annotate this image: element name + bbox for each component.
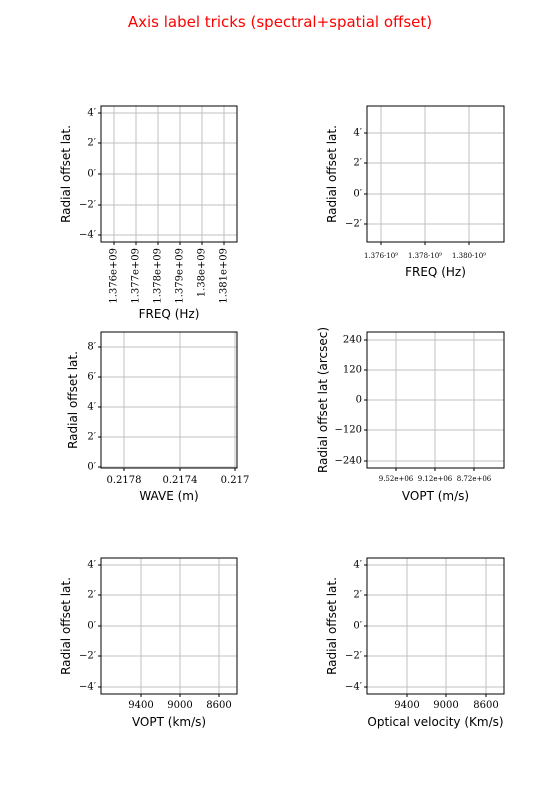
x-tick-label: 1.380·10⁹ <box>452 252 486 260</box>
y-tick-label: 240 <box>343 335 362 346</box>
chart-panel-6: 9400 9000 8600 4′ 2′ 0′ −2′ −4′ Optical velocity… <box>325 557 505 729</box>
y-axis-label: Radial offset lat. <box>66 351 80 449</box>
y-tick-label: 4′ <box>87 108 96 119</box>
x-tick-label: 8.72e+06 <box>457 475 492 483</box>
y-tick-label: −2′ <box>79 200 97 211</box>
y-tick-label: 0′ <box>87 169 96 180</box>
chart-panel-4: 9.52e+06 9.12e+06 8.72e+06 240 120 0 −120 −240 V… <box>316 327 505 503</box>
x-tick-label: 1.376e+09 <box>109 248 120 304</box>
y-tick-label: 0′ <box>87 621 96 632</box>
y-tick-label: 2′ <box>87 590 96 601</box>
chart-panel-3: 0.2178 0.2174 0.217 8′ 6′ 4′ 2′ 0′ WAVE (m) Radia… <box>66 331 250 503</box>
y-axis-label: Radial offset lat. <box>325 577 339 675</box>
y-axis-label: Radial offset lat. <box>59 125 73 223</box>
x-tick-label: 1.381e+09 <box>219 248 230 304</box>
y-tick-label: 2′ <box>353 158 362 169</box>
x-tick-label: 1.376·10⁹ <box>364 252 398 260</box>
y-tick-label: −2′ <box>79 651 97 662</box>
y-tick-label: 0′ <box>87 462 96 473</box>
y-tick-label: 2′ <box>87 138 96 149</box>
x-tick-label: 0.217 <box>221 475 250 486</box>
x-axis-label: FREQ (Hz) <box>139 307 200 321</box>
x-tick-label: 0.2174 <box>163 475 198 486</box>
y-tick-label: 0 <box>356 395 362 406</box>
y-tick-label: 4′ <box>87 402 96 413</box>
x-tick-label: 9.12e+06 <box>418 475 453 483</box>
y-tick-label: 4′ <box>87 560 96 571</box>
y-tick-label: −4′ <box>345 682 363 693</box>
x-tick-label: 8600 <box>473 700 498 711</box>
y-tick-label: −240 <box>335 456 362 467</box>
x-tick-label: 1.378e+09 <box>153 248 164 304</box>
y-tick-label: 120 <box>343 365 362 376</box>
y-tick-label: 0′ <box>353 189 362 200</box>
y-tick-label: 6′ <box>87 372 96 383</box>
y-tick-label: 8′ <box>87 342 96 353</box>
y-tick-label: 4′ <box>353 560 362 571</box>
x-axis-label: VOPT (m/s) <box>402 489 469 503</box>
x-tick-label: 9400 <box>394 700 419 711</box>
x-tick-label: 8600 <box>206 700 231 711</box>
figure-title: Axis label tricks (spectral+spatial offs… <box>127 13 433 31</box>
x-tick-label: 9.52e+06 <box>379 475 414 483</box>
y-tick-label: 0′ <box>353 621 362 632</box>
y-tick-label: −2′ <box>345 219 363 230</box>
x-tick-label: 9000 <box>433 700 458 711</box>
y-tick-label: −120 <box>335 425 362 436</box>
x-tick-label: 1.377e+09 <box>131 248 142 304</box>
x-axis-label: FREQ (Hz) <box>405 265 466 279</box>
x-tick-label: 9400 <box>128 700 153 711</box>
x-tick-label: 1.38e+09 <box>197 248 208 297</box>
y-axis-label: Radial offset lat. <box>59 577 73 675</box>
x-axis-label: WAVE (m) <box>139 489 198 503</box>
y-tick-label: −2′ <box>345 651 363 662</box>
chart-panel-2: 1.376·10⁹ 1.378·10⁹ 1.380·10⁹ 4′ 2′ 0′ −2′ FREQ… <box>325 105 505 279</box>
y-tick-label: 2′ <box>353 590 362 601</box>
y-tick-label: 2′ <box>87 432 96 443</box>
x-tick-label: 0.2178 <box>107 475 142 486</box>
y-axis-label: Radial offset lat. <box>325 125 339 223</box>
y-tick-label: 4′ <box>353 128 362 139</box>
y-axis-label: Radial offset lat (arcsec) <box>316 327 330 473</box>
x-axis-label: Optical velocity (Km/s) <box>367 715 503 729</box>
chart-panel-5: 9400 9000 8600 4′ 2′ 0′ −2′ −4′ VOPT (km/s) Radia… <box>59 557 238 729</box>
plot-frame <box>100 331 238 469</box>
x-tick-label: 9000 <box>167 700 192 711</box>
y-tick-label: −4′ <box>79 230 97 241</box>
plot-frame <box>366 105 505 243</box>
chart-panel-1: 1.376e+09 1.377e+09 1.378e+09 1.379e+09 1.38… <box>59 105 238 321</box>
x-tick-label: 1.379e+09 <box>175 248 186 304</box>
y-tick-label: −4′ <box>79 682 97 693</box>
x-tick-label: 1.378·10⁹ <box>408 252 442 260</box>
x-axis-label: VOPT (km/s) <box>132 715 206 729</box>
